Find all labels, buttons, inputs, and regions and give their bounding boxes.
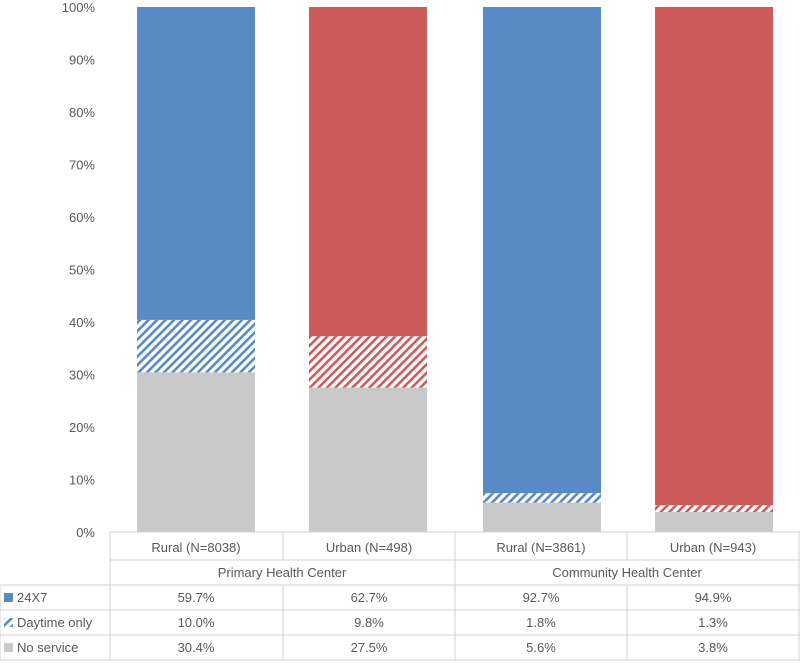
bar-segment-no-service [137,372,255,532]
y-tick-label: 100% [62,0,96,15]
legend-key-24x7 [4,593,13,602]
y-tick-label: 60% [69,210,95,225]
data-label: 10.0% [178,615,215,630]
category-label: Rural (N=3861) [496,540,585,555]
data-label: 30.4% [178,640,215,655]
y-tick-label: 70% [69,158,95,173]
bar-segment-24x7 [309,7,427,337]
y-tick-label: 0% [76,525,95,540]
bar-segment-daytime-only [483,493,601,503]
data-label: 3.8% [698,640,728,655]
data-label: 9.8% [354,615,384,630]
data-label: 5.6% [526,640,556,655]
y-tick-label: 20% [69,420,95,435]
bar-segment-daytime-only [655,505,773,513]
legend-key-no-service [4,643,13,652]
data-label: 27.5% [351,640,388,655]
group-label: Primary Health Center [218,565,347,580]
data-label: 59.7% [178,590,215,605]
y-tick-label: 10% [69,473,95,488]
data-label: 92.7% [523,590,560,605]
y-tick-label: 90% [69,53,95,68]
y-tick-label: 40% [69,315,95,330]
legend-label: Daytime only [17,615,93,630]
y-tick-label: 50% [69,263,95,278]
bar-segment-no-service [483,502,601,532]
y-tick-label: 30% [69,368,95,383]
bar-segment-no-service [655,512,773,532]
category-label: Urban (N=498) [326,540,412,555]
data-label: 62.7% [351,590,388,605]
bar-segment-24x7 [655,7,773,506]
bar-segment-daytime-only [309,336,427,388]
data-label: 1.3% [698,615,728,630]
bar-segment-24x7 [483,7,601,494]
bar-segment-24x7 [137,7,255,320]
data-label: 1.8% [526,615,556,630]
group-label: Community Health Center [552,565,702,580]
bar-segment-no-service [309,387,427,532]
data-label: 94.9% [695,590,732,605]
category-label: Rural (N=8038) [151,540,240,555]
legend-label: 24X7 [17,590,47,605]
legend-label: No service [17,640,78,655]
bar-segment-daytime-only [137,319,255,373]
category-label: Urban (N=943) [670,540,756,555]
y-tick-label: 80% [69,105,95,120]
legend-key-daytime-only [4,618,13,627]
